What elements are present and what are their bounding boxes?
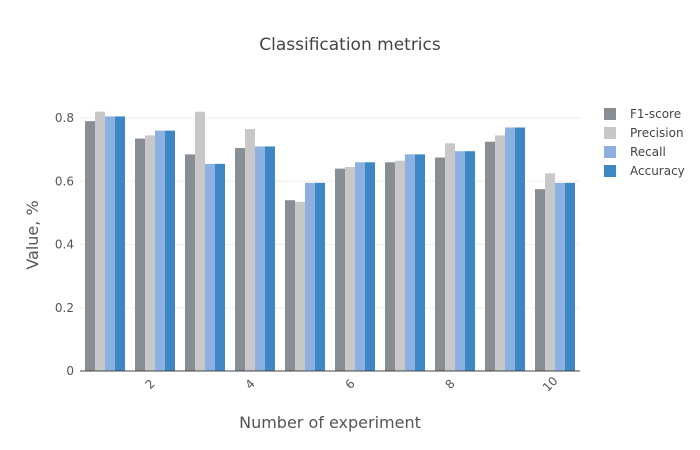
y-tick-label: 0: [66, 364, 74, 378]
y-tick-label: 0.4: [55, 238, 74, 252]
bar-precision-10[interactable]: [545, 173, 555, 371]
legend-swatch: [604, 165, 616, 177]
bar-accuracy-10[interactable]: [565, 182, 575, 371]
bar-recall-7[interactable]: [405, 154, 415, 371]
bar-recall-5[interactable]: [305, 182, 315, 371]
bar-f1-score-3[interactable]: [185, 154, 195, 371]
bar-accuracy-6[interactable]: [365, 162, 375, 371]
bar-precision-2[interactable]: [145, 135, 155, 371]
legend-swatch: [604, 108, 616, 120]
bar-recall-10[interactable]: [555, 182, 565, 371]
bar-precision-6[interactable]: [345, 167, 355, 371]
legend-item-f1-score[interactable]: F1-score: [604, 107, 681, 121]
bar-recall-2[interactable]: [155, 130, 165, 371]
x-axis-ticks: 2 4 6 8 10: [143, 374, 561, 395]
bar-accuracy-9[interactable]: [515, 127, 525, 371]
y-axis-title: Value, %: [23, 200, 42, 269]
bar-accuracy-7[interactable]: [415, 154, 425, 371]
bar-f1-score-8[interactable]: [435, 157, 445, 371]
bar-precision-3[interactable]: [195, 111, 205, 372]
x-tick-label: 6: [343, 377, 358, 392]
legend-label: F1-score: [630, 107, 681, 121]
x-tick-label: 8: [443, 377, 458, 392]
bar-recall-6[interactable]: [355, 162, 365, 371]
y-axis-ticks: 0 0.2 0.4 0.6 0.8: [55, 111, 74, 378]
bar-precision-9[interactable]: [495, 135, 505, 371]
bar-recall-3[interactable]: [205, 163, 215, 371]
chart-title: Classification metrics: [259, 35, 441, 55]
bar-accuracy-2[interactable]: [165, 130, 175, 371]
bar-accuracy-1[interactable]: [115, 116, 125, 371]
bar-recall-8[interactable]: [455, 151, 465, 371]
bar-f1-score-7[interactable]: [385, 162, 395, 371]
legend-label: Precision: [630, 126, 684, 140]
y-tick-label: 0.2: [55, 301, 74, 315]
legend-swatch: [604, 146, 616, 158]
bar-recall-9[interactable]: [505, 127, 515, 371]
bar-f1-score-2[interactable]: [135, 138, 145, 371]
bar-accuracy-4[interactable]: [265, 146, 275, 371]
bar-f1-score-1[interactable]: [85, 121, 95, 371]
legend-item-recall[interactable]: Recall: [604, 145, 666, 159]
bar-f1-score-10[interactable]: [535, 189, 545, 371]
x-axis-title: Number of experiment: [239, 413, 421, 432]
bar-precision-4[interactable]: [245, 129, 255, 371]
y-tick-label: 0.8: [55, 111, 74, 125]
x-tick-label: 10: [540, 374, 561, 395]
x-tick-label: 4: [243, 377, 258, 392]
bar-precision-5[interactable]: [295, 201, 305, 371]
x-tick-label: 2: [143, 377, 158, 392]
bar-recall-1[interactable]: [105, 116, 115, 371]
bar-accuracy-5[interactable]: [315, 182, 325, 371]
legend-label: Recall: [630, 145, 666, 159]
bar-accuracy-3[interactable]: [215, 163, 225, 371]
legend-item-precision[interactable]: Precision: [604, 126, 684, 140]
bar-f1-score-9[interactable]: [485, 141, 495, 371]
legend-swatch: [604, 127, 616, 139]
y-tick-label: 0.6: [55, 174, 74, 188]
legend[interactable]: F1-score Precision Recall Accuracy: [604, 107, 685, 178]
bar-precision-7[interactable]: [395, 160, 405, 371]
bar-f1-score-5[interactable]: [285, 200, 295, 371]
bar-accuracy-8[interactable]: [465, 151, 475, 371]
bars: [85, 111, 575, 372]
bar-f1-score-4[interactable]: [235, 148, 245, 371]
bar-precision-8[interactable]: [445, 143, 455, 371]
bar-precision-1[interactable]: [95, 111, 105, 372]
bar-recall-4[interactable]: [255, 146, 265, 371]
legend-item-accuracy[interactable]: Accuracy: [604, 164, 685, 178]
legend-label: Accuracy: [630, 164, 685, 178]
bar-f1-score-6[interactable]: [335, 168, 345, 371]
